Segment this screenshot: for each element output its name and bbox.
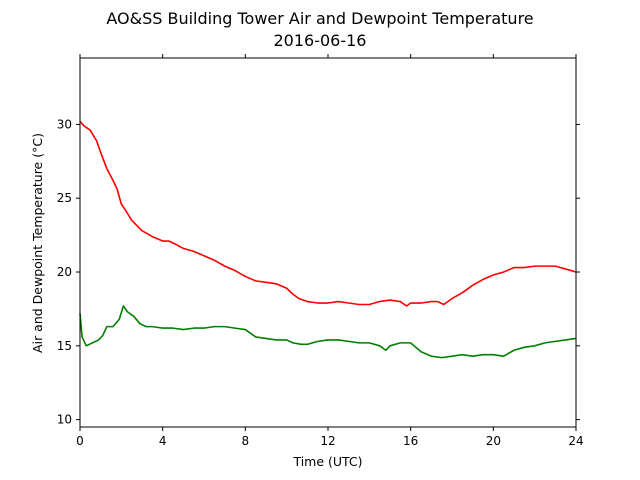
- series-line-0: [79, 120, 577, 307]
- chart-subtitle: 2016-06-16: [274, 31, 367, 50]
- x-axis-label: Time (UTC): [292, 454, 362, 469]
- x-tick-label: 0: [76, 434, 84, 448]
- x-tick-label: 12: [320, 434, 335, 448]
- y-axis: 10 15 20 25 30: [57, 117, 580, 427]
- x-tick-label: 4: [159, 434, 167, 448]
- series-line-1: [79, 305, 577, 359]
- chart-title: AO&SS Building Tower Air and Dewpoint Te…: [106, 9, 533, 28]
- x-tick-label: 20: [486, 434, 501, 448]
- y-tick-label: 15: [57, 339, 72, 353]
- x-tick-label: 16: [403, 434, 418, 448]
- y-tick-label: 20: [57, 265, 72, 279]
- y-tick-label: 25: [57, 191, 72, 205]
- y-tick-label: 30: [57, 117, 72, 131]
- x-axis: 0 4 8 12 16 20 24: [76, 54, 584, 448]
- plot-lines: [79, 120, 577, 359]
- plot-frame: [79, 57, 577, 428]
- y-axis-label: Air and Dewpoint Temperature (°C): [30, 133, 45, 353]
- y-tick-label: 10: [57, 413, 72, 427]
- x-tick-label: 24: [568, 434, 583, 448]
- x-tick-label: 8: [242, 434, 250, 448]
